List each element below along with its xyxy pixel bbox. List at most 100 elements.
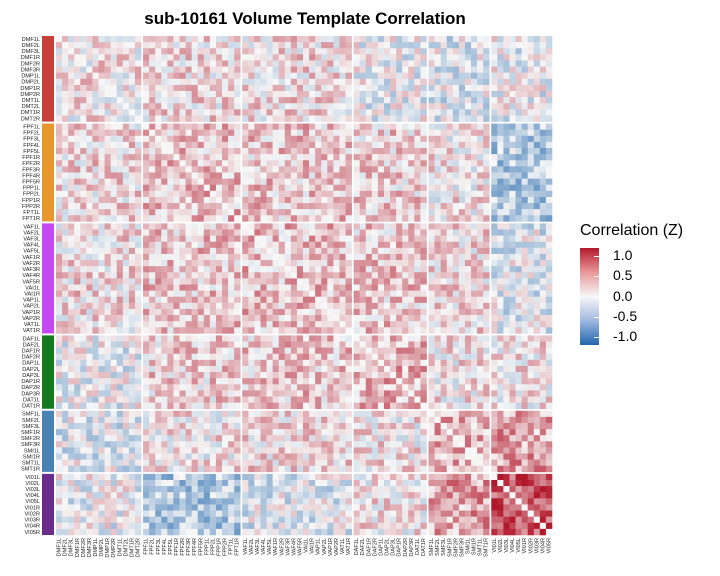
heatmap-cell xyxy=(254,42,261,49)
heatmap-cell xyxy=(539,416,547,424)
heatmap-cell xyxy=(191,372,199,379)
heatmap-cell xyxy=(464,103,472,110)
heatmap-cell xyxy=(284,321,292,328)
heatmap-cell xyxy=(110,66,118,73)
heatmap-cell xyxy=(464,129,472,137)
heatmap-cell xyxy=(222,115,229,122)
heatmap-cell xyxy=(359,115,367,122)
heatmap-cell xyxy=(134,341,142,348)
heatmap-cell xyxy=(68,36,75,43)
heatmap-cell xyxy=(497,315,504,322)
heatmap-cell xyxy=(321,66,328,73)
heatmap-cell xyxy=(390,416,397,424)
heatmap-cell xyxy=(333,166,340,173)
heatmap-cell xyxy=(56,272,63,279)
heatmap-cell xyxy=(116,60,124,67)
heatmap-cell xyxy=(353,48,360,55)
heatmap-cell xyxy=(222,284,229,291)
heatmap-cell xyxy=(260,135,267,143)
heatmap-cell xyxy=(545,396,553,403)
heatmap-cell xyxy=(197,384,205,391)
heatmap-cell xyxy=(434,347,441,355)
heatmap-cell xyxy=(491,84,498,92)
heatmap-cell xyxy=(390,235,397,243)
heatmap-cell xyxy=(155,416,162,424)
heatmap-cell xyxy=(446,365,454,373)
heatmap-cell xyxy=(545,115,553,122)
heatmap-cell xyxy=(503,372,510,379)
heatmap-cell xyxy=(377,154,385,161)
heatmap-cell xyxy=(185,296,192,304)
heatmap-cell xyxy=(260,390,267,397)
heatmap-cell xyxy=(383,215,391,222)
heatmap-cell xyxy=(122,196,130,204)
heatmap-cell xyxy=(134,223,142,230)
heatmap-cell xyxy=(471,109,478,116)
heatmap-cell xyxy=(452,135,460,143)
heatmap-cell xyxy=(266,54,273,61)
heatmap-cell xyxy=(497,302,504,310)
heatmap-cell xyxy=(284,229,292,236)
heatmap-cell xyxy=(155,384,162,391)
heatmap-cell xyxy=(402,223,409,230)
heatmap-cell xyxy=(228,308,235,316)
heatmap-cell xyxy=(197,321,205,328)
heatmap-cell xyxy=(296,42,304,49)
heatmap-cell xyxy=(134,284,142,291)
heatmap-cell xyxy=(353,135,360,143)
heatmap-cell xyxy=(428,103,435,110)
heatmap-cell xyxy=(471,353,478,361)
heatmap-cell xyxy=(74,266,81,273)
heatmap-cell xyxy=(56,135,63,143)
heatmap-cell xyxy=(248,115,255,122)
heatmap-cell xyxy=(303,378,310,385)
heatmap-cell xyxy=(222,353,229,361)
heatmap-cell xyxy=(345,42,352,49)
heatmap-cell xyxy=(383,141,391,149)
heatmap-cell xyxy=(278,109,286,116)
heatmap-cell xyxy=(491,54,498,61)
heatmap-cell xyxy=(515,384,522,391)
heatmap-cell xyxy=(143,235,150,243)
heatmap-cell xyxy=(321,378,328,385)
heatmap-cell xyxy=(290,284,298,291)
heatmap-cell xyxy=(471,235,478,243)
heatmap-cell xyxy=(428,60,435,67)
heatmap-cell xyxy=(128,235,136,243)
heatmap-cell xyxy=(143,190,150,198)
heatmap-cell xyxy=(464,302,472,310)
heatmap-cell xyxy=(278,178,286,185)
heatmap-cell xyxy=(333,284,340,291)
heatmap-cell xyxy=(191,184,199,192)
heatmap-cell xyxy=(477,266,484,273)
heatmap-cell xyxy=(191,129,199,137)
heatmap-cell xyxy=(452,115,460,122)
heatmap-cell xyxy=(446,109,454,116)
heatmap-cell xyxy=(327,359,334,367)
heatmap-cell xyxy=(266,36,273,43)
heatmap-cell xyxy=(434,123,441,130)
heatmap-cell xyxy=(191,235,199,243)
heatmap-cell xyxy=(284,60,292,67)
heatmap-cell xyxy=(515,347,522,355)
heatmap-cell xyxy=(446,315,454,322)
heatmap-cell xyxy=(446,78,454,86)
heatmap-cell xyxy=(315,302,322,310)
heatmap-cell xyxy=(254,196,261,204)
heatmap-cell xyxy=(203,353,211,361)
heatmap-cell xyxy=(503,378,510,385)
heatmap-cell xyxy=(56,196,63,204)
heatmap-cell xyxy=(414,109,421,116)
heatmap-cell xyxy=(122,141,130,149)
heatmap-cell xyxy=(209,272,217,279)
heatmap-cell xyxy=(515,353,522,361)
heatmap-cell xyxy=(228,384,235,391)
heatmap-cell xyxy=(155,123,162,130)
heatmap-cell xyxy=(86,422,93,430)
heatmap-cell xyxy=(56,290,63,298)
heatmap-cell xyxy=(503,184,510,192)
heatmap-cell xyxy=(203,78,211,86)
heatmap-cell xyxy=(353,196,360,204)
heatmap-cell xyxy=(215,341,223,348)
heatmap-cell xyxy=(345,278,352,285)
